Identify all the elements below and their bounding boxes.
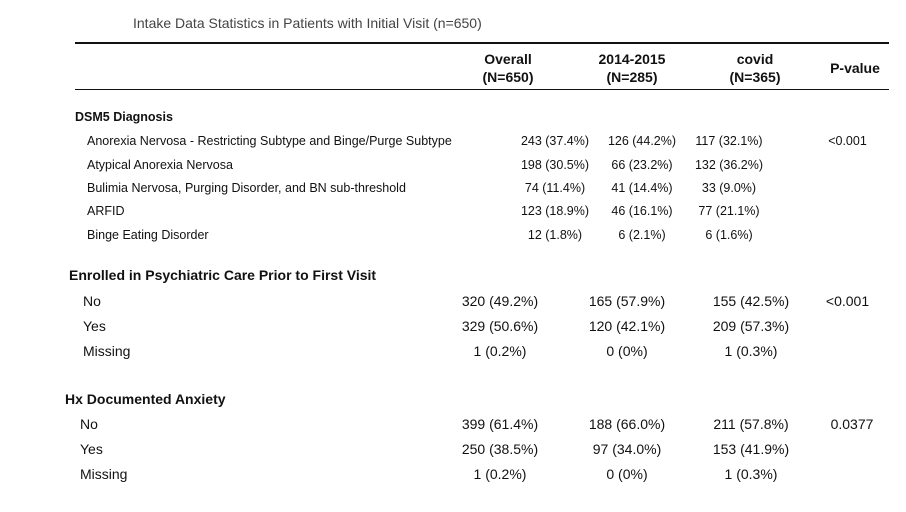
column-header-label: 2014-2015 [598, 51, 666, 67]
cell-p-value: <0.001 [825, 293, 870, 309]
cell-overall: 198 (30.5%) [520, 158, 590, 172]
column-header-label: P-value [830, 60, 880, 76]
cell-overall: 320 (49.2%) [461, 293, 539, 309]
cell-covid: 211 (57.8%) [713, 416, 789, 432]
cell-covid: 117 (32.1%) [695, 134, 763, 148]
cell-overall: 1 (0.2%) [473, 466, 527, 482]
section-title: Enrolled in Psychiatric Care Prior to Fi… [69, 267, 377, 283]
cell-2014-2015: 66 (23.2%) [611, 158, 673, 172]
cell-overall: 250 (38.5%) [461, 441, 539, 457]
cell-covid: 1 (0.3%) [724, 466, 778, 482]
cell-2014-2015: 6 (2.1%) [618, 228, 666, 242]
row-label: Bulimia Nervosa, Purging Disorder, and B… [87, 181, 406, 195]
cell-2014-2015: 126 (44.2%) [607, 134, 677, 148]
cell-2014-2015: 97 (34.0%) [592, 441, 662, 457]
row-label: Anorexia Nervosa - Restricting Subtype a… [87, 134, 452, 148]
cell-2014-2015: 41 (14.4%) [611, 181, 673, 195]
column-header-label: Overall [484, 51, 532, 67]
column-header-p-value: P-value [815, 59, 895, 77]
row-label: ARFID [87, 204, 125, 218]
row-label: Missing [83, 343, 131, 359]
table-caption: Intake Data Statistics in Patients with … [133, 15, 482, 31]
cell-covid: 1 (0.3%) [724, 343, 778, 359]
cell-overall: 399 (61.4%) [461, 416, 539, 432]
cell-covid: 77 (21.1%) [698, 204, 760, 218]
cell-2014-2015: 165 (57.9%) [588, 293, 666, 309]
row-label: Missing [80, 466, 128, 482]
cell-overall: 243 (37.4%) [520, 134, 590, 148]
column-header-label: covid [736, 51, 774, 67]
column-header-n: (N=650) [482, 69, 534, 85]
cell-2014-2015: 0 (0%) [606, 466, 648, 482]
cell-covid: 155 (42.5%) [712, 293, 790, 309]
section-title: Hx Documented Anxiety [65, 391, 226, 407]
cell-p-value: 0.0377 [830, 416, 874, 432]
cell-overall: 12 (1.8%) [527, 228, 583, 242]
cell-2014-2015: 46 (16.1%) [611, 204, 673, 218]
cell-covid: 132 (36.2%) [694, 158, 764, 172]
table-header-rule [75, 89, 889, 90]
row-label: Yes [80, 441, 103, 457]
cell-overall: 329 (50.6%) [461, 318, 539, 334]
row-label: No [80, 416, 98, 432]
row-label: Atypical Anorexia Nervosa [87, 158, 233, 172]
column-header-2014-2015: 2014-2015 (N=285) [582, 50, 682, 86]
cell-p-value: <0.001 [828, 134, 867, 148]
cell-overall: 74 (11.4%) [524, 181, 586, 195]
row-label: Binge Eating Disorder [87, 228, 209, 242]
cell-covid: 209 (57.3%) [712, 318, 790, 334]
cell-covid: 153 (41.9%) [712, 441, 790, 457]
cell-2014-2015: 0 (0%) [606, 343, 648, 359]
cell-overall: 123 (18.9%) [520, 204, 590, 218]
column-header-overall: Overall (N=650) [463, 50, 553, 86]
column-header-n: (N=365) [729, 69, 781, 85]
cell-2014-2015: 188 (66.0%) [588, 416, 666, 432]
cell-overall: 1 (0.2%) [473, 343, 527, 359]
cell-2014-2015: 120 (42.1%) [588, 318, 666, 334]
row-label: No [83, 293, 101, 309]
column-header-covid: covid (N=365) [710, 50, 800, 86]
cell-covid: 33 (9.0%) [701, 181, 757, 195]
cell-covid: 6 (1.6%) [705, 228, 753, 242]
section-title: DSM5 Diagnosis [75, 110, 173, 124]
column-header-n: (N=285) [606, 69, 658, 85]
row-label: Yes [83, 318, 106, 334]
table-top-rule [75, 42, 889, 44]
